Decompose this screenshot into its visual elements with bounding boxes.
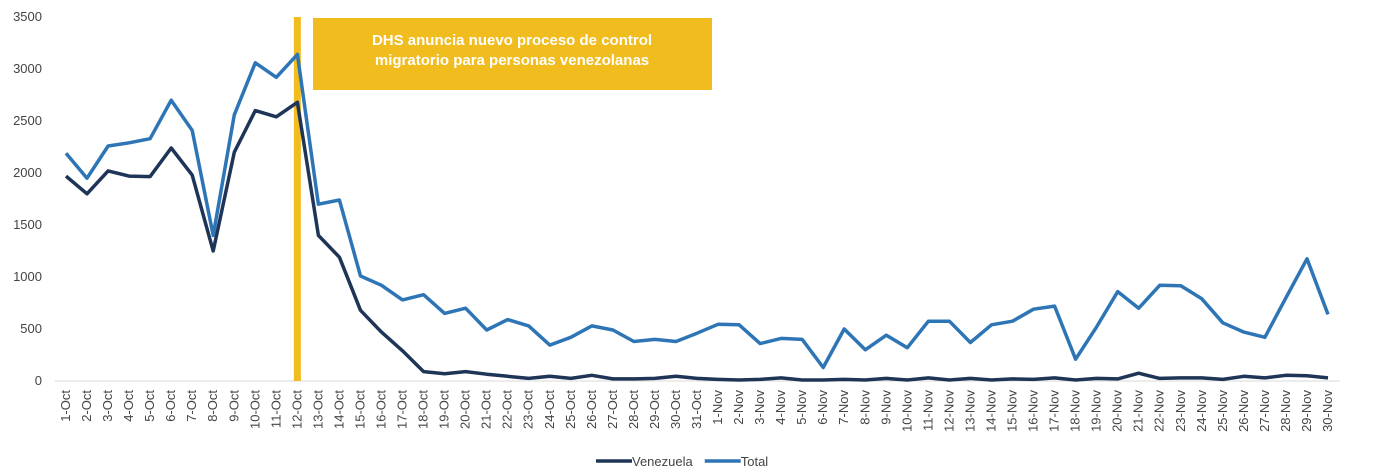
x-tick-label: 25-Nov — [1215, 390, 1230, 432]
x-tick-label: 21-Nov — [1131, 390, 1146, 432]
x-tick-label: 12-Oct — [289, 390, 304, 429]
y-tick-label: 1000 — [13, 269, 42, 284]
x-tick-label: 26-Nov — [1236, 390, 1251, 432]
x-tick-label: 18-Oct — [416, 390, 431, 429]
x-tick-label: 23-Nov — [1173, 390, 1188, 432]
x-tick-label: 4-Oct — [121, 390, 136, 422]
y-tick-label: 2000 — [13, 165, 42, 180]
x-tick-label: 24-Oct — [542, 390, 557, 429]
y-tick-label: 2500 — [13, 113, 42, 128]
x-tick-label: 6-Oct — [163, 390, 178, 422]
legend-label: Total — [741, 454, 769, 469]
x-tick-label: 22-Nov — [1152, 390, 1167, 432]
annotation-box — [313, 18, 712, 90]
series-line — [64, 100, 1329, 382]
x-tick-label: 10-Oct — [247, 390, 262, 429]
x-tick-label: 21-Oct — [479, 390, 494, 429]
series-line — [64, 52, 1330, 370]
x-tick-label: 11-Nov — [920, 390, 935, 431]
x-tick-label: 12-Nov — [941, 390, 956, 432]
x-tick-label: 6-Nov — [815, 390, 830, 425]
x-tick-label: 16-Nov — [1026, 390, 1041, 432]
x-tick-label: 20-Nov — [1110, 390, 1125, 432]
x-tick-label: 8-Oct — [205, 390, 220, 422]
x-tick-label: 27-Nov — [1257, 390, 1272, 432]
x-tick-label: 9-Oct — [226, 390, 241, 422]
x-tick-label: 8-Nov — [857, 390, 872, 425]
x-tick-label: 18-Nov — [1068, 390, 1083, 432]
x-tick-label: 17-Oct — [395, 390, 410, 429]
legend-label: Venezuela — [632, 454, 693, 469]
x-tick-label: 19-Nov — [1089, 390, 1104, 432]
x-tick-label: 31-Oct — [689, 390, 704, 429]
x-tick-label: 26-Oct — [584, 390, 599, 429]
x-tick-label: 1-Oct — [58, 390, 73, 422]
x-tick-label: 5-Nov — [794, 390, 809, 425]
x-tick-label: 29-Nov — [1299, 390, 1314, 432]
y-tick-label: 500 — [20, 321, 42, 336]
x-tick-label: 15-Oct — [352, 390, 367, 429]
x-tick-label: 24-Nov — [1194, 390, 1209, 432]
x-tick-label: 11-Oct — [268, 390, 283, 428]
x-tick-label: 2-Oct — [79, 390, 94, 422]
x-tick-label: 27-Oct — [605, 390, 620, 429]
x-tick-label: 16-Oct — [374, 390, 389, 429]
y-tick-label: 3000 — [13, 61, 42, 76]
x-tick-label: 14-Nov — [983, 390, 998, 432]
x-tick-label: 13-Oct — [310, 390, 325, 429]
x-tick-label: 13-Nov — [962, 390, 977, 432]
annotation-text: DHS anuncia nuevo proceso de control — [372, 32, 652, 49]
x-tick-label: 20-Oct — [458, 390, 473, 429]
x-tick-label: 30-Oct — [668, 390, 683, 429]
x-tick-label: 28-Oct — [626, 390, 641, 429]
x-tick-label: 7-Nov — [836, 390, 851, 425]
y-tick-label: 3500 — [13, 9, 42, 24]
x-tick-label: 2-Nov — [731, 390, 746, 425]
x-tick-label: 19-Oct — [437, 390, 452, 429]
x-tick-label: 1-Nov — [710, 390, 725, 425]
annotation-text: migratorio para personas venezolanas — [375, 52, 649, 69]
x-tick-label: 10-Nov — [899, 390, 914, 432]
x-tick-label: 29-Oct — [647, 390, 662, 429]
x-tick-label: 28-Nov — [1278, 390, 1293, 432]
x-tick-label: 3-Oct — [100, 390, 115, 422]
y-tick-label: 0 — [35, 373, 42, 388]
x-tick-label: 15-Nov — [1005, 390, 1020, 432]
x-tick-label: 5-Oct — [142, 390, 157, 422]
x-tick-label: 30-Nov — [1320, 390, 1335, 432]
x-tick-label: 9-Nov — [878, 390, 893, 425]
x-tick-label: 23-Oct — [521, 390, 536, 429]
x-tick-label: 14-Oct — [331, 390, 346, 429]
x-tick-label: 3-Nov — [752, 390, 767, 425]
x-tick-label: 4-Nov — [773, 390, 788, 425]
x-tick-label: 7-Oct — [184, 390, 199, 422]
y-tick-label: 1500 — [13, 217, 42, 232]
x-tick-label: 17-Nov — [1047, 390, 1062, 432]
x-tick-label: 22-Oct — [500, 390, 515, 429]
x-tick-label: 25-Oct — [563, 390, 578, 429]
